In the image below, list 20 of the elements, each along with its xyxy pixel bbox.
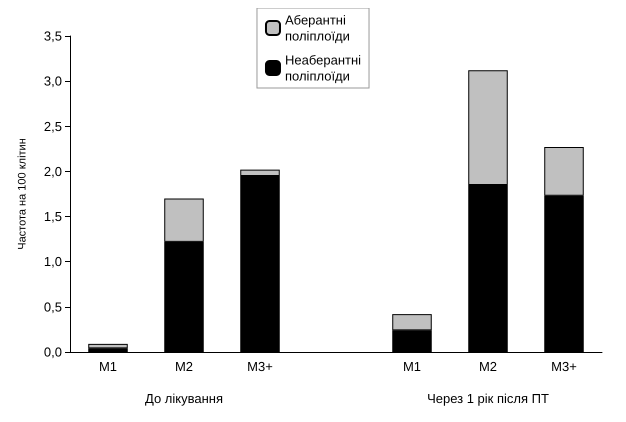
y-tick-label: 0,0 bbox=[44, 344, 62, 360]
y-tick-label: 2,5 bbox=[44, 118, 62, 134]
y-tick-label: 1,5 bbox=[44, 209, 62, 224]
y-tick-label: 3,5 bbox=[44, 28, 62, 44]
x-tick-label: M1 bbox=[402, 359, 422, 374]
x-tick-label: M2 bbox=[174, 359, 194, 374]
y-tick-label: 1,0 bbox=[44, 254, 62, 270]
bar bbox=[88, 344, 128, 348]
legend-label: Аберантні поліплоїди bbox=[284, 12, 350, 44]
text: До лікування bbox=[145, 391, 223, 406]
legend-label: Неаберантні поліплоїди bbox=[284, 52, 362, 84]
x-tick-label: M1 bbox=[98, 359, 118, 374]
text: Через 1 рік після ПТ bbox=[427, 391, 549, 406]
x-tick-label: M3+ bbox=[247, 359, 273, 374]
x-tick-label: M3+ bbox=[551, 359, 577, 374]
y-axis-title: Частота на 100 клітин bbox=[16, 138, 28, 250]
y-tick-label: 0,5 bbox=[44, 299, 62, 314]
x-tick-label: M2 bbox=[478, 359, 498, 374]
y-tick-label: 2,0 bbox=[44, 164, 62, 179]
y-tick-label: 3,0 bbox=[44, 74, 62, 89]
